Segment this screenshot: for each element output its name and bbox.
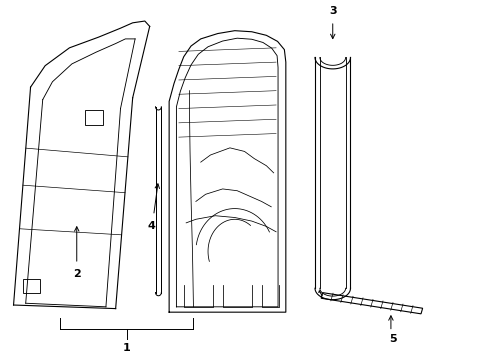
Text: 3: 3	[328, 6, 336, 16]
Text: 2: 2	[73, 269, 81, 279]
Bar	[23, 279, 40, 293]
Text: 4: 4	[147, 221, 155, 231]
Text: 1: 1	[122, 342, 130, 352]
Text: 5: 5	[389, 334, 396, 344]
Bar	[85, 110, 103, 125]
